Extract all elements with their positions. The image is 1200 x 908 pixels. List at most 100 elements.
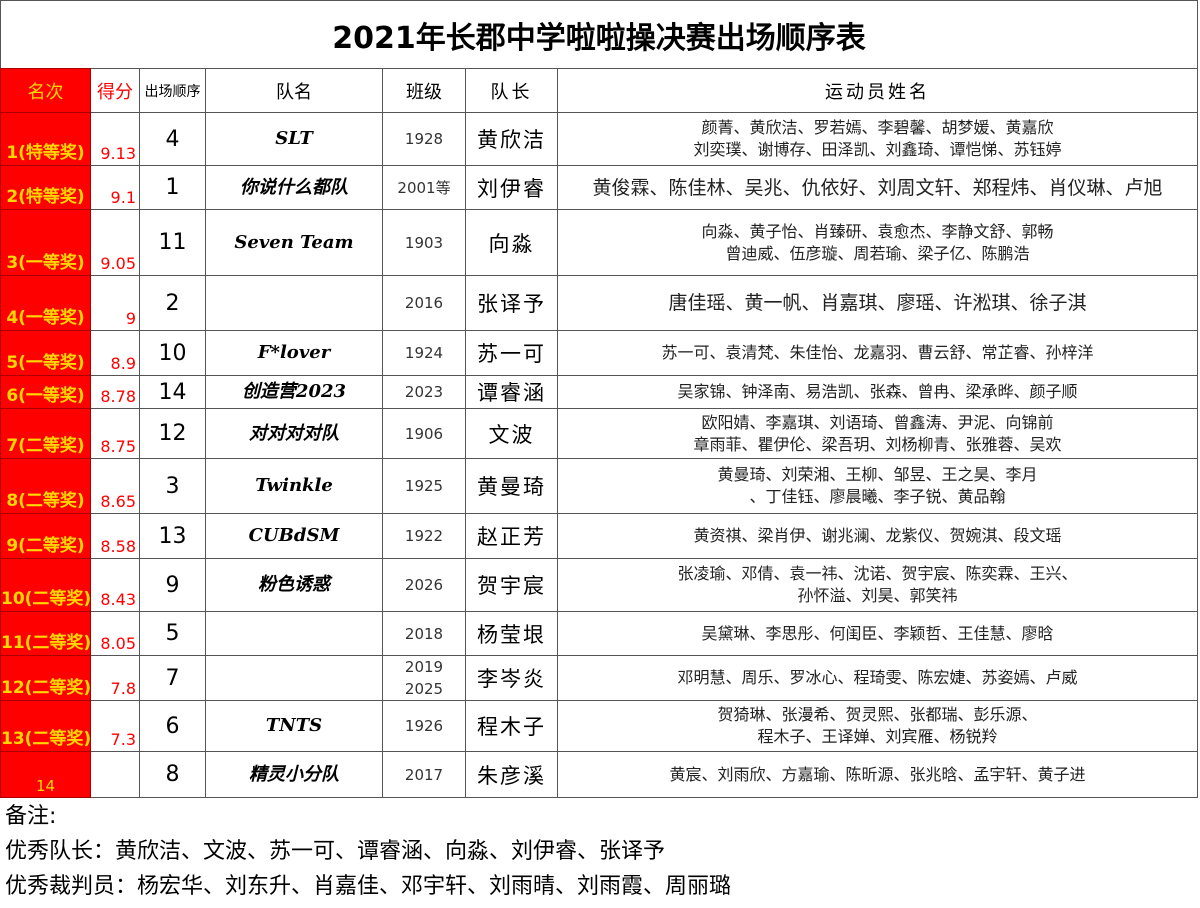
page-title: 2021年长郡中学啦啦操决赛出场顺序表 bbox=[0, 0, 1198, 68]
captain-cell: 赵正芳 bbox=[465, 513, 558, 559]
athlete-line: 欧阳婧、李嘉琪、刘语琦、曾鑫涛、尹泥、向锦前 bbox=[701, 412, 1054, 432]
table-row: 13(二等奖) 7.3 6 TNTS 1926 程木子 贺猗琳、张漫希、贺灵熙、张都瑞、彭乐… bbox=[0, 700, 1198, 752]
score-cell: 8.75 bbox=[90, 408, 140, 459]
table-row: 9(二等奖) 8.58 13 CUBdSM 1922 赵正芳 黄资祺、梁肖伊、谢兆澜、龙紫仪… bbox=[0, 513, 1198, 559]
class-cell: 2019 2025 bbox=[382, 655, 466, 701]
score-cell: 9.05 bbox=[90, 209, 140, 276]
athletes-cell: 黄宸、刘雨欣、方嘉瑜、陈昕源、张兆晗、孟宇轩、黄子进 bbox=[557, 751, 1198, 798]
athletes-cell: 贺猗琳、张漫希、贺灵熙、张都瑞、彭乐源、 程木子、王译婵、刘宾雁、杨锐羚 bbox=[557, 700, 1198, 752]
rank-cell: 9(二等奖) bbox=[0, 513, 91, 559]
team-name-cell bbox=[205, 275, 383, 331]
order-cell: 4 bbox=[139, 112, 206, 166]
athletes-cell: 吴家锦、钟泽南、易浩凯、张森、曾冉、梁承晔、颜子顺 bbox=[557, 375, 1198, 409]
athlete-line: 吴家锦、钟泽南、易浩凯、张森、曾冉、梁承晔、颜子顺 bbox=[677, 382, 1078, 401]
athletes-cell: 黄曼琦、刘荣湘、王柳、邹昱、王之昊、李月 、丁佳钰、廖晨曦、李子锐、黄品翰 bbox=[557, 458, 1198, 514]
captain-cell: 杨莹垠 bbox=[465, 611, 558, 656]
team-name-cell bbox=[205, 611, 383, 656]
athlete-line: 章雨菲、瞿伊伦、梁吾玥、刘杨柳青、张雅蓉、吴欢 bbox=[693, 434, 1062, 454]
table-row: 10(二等奖) 8.43 9 粉色诱惑 2026 贺宇宸 张凌瑜、邓倩、袁一祎、沈诺、贺宇宸… bbox=[0, 558, 1198, 612]
captain-cell: 贺宇宸 bbox=[465, 558, 558, 612]
table-row: 8(二等奖) 8.65 3 Twinkle 1925 黄曼琦 黄曼琦、刘荣湘、王柳、邹昱、王… bbox=[0, 458, 1198, 514]
class-cell: 2016 bbox=[382, 275, 466, 331]
header-athletes: 运动员姓名 bbox=[557, 68, 1198, 113]
header-captain: 队长 bbox=[465, 68, 558, 113]
athlete-line: 孙怀溢、刘昊、郭笑祎 bbox=[797, 586, 958, 605]
table-row: 11(二等奖) 8.05 5 2018 杨莹垠 吴黛琳、李思彤、何闺臣、李颖哲、王佳慧、廖… bbox=[0, 611, 1198, 656]
header-team: 队名 bbox=[205, 68, 383, 113]
athletes-cell: 邓明慧、周乐、罗冰心、程琦雯、陈宏婕、苏姿嫣、卢威 bbox=[557, 655, 1198, 701]
team-name-cell: 粉色诱惑 bbox=[205, 558, 383, 612]
score-cell: 9.13 bbox=[90, 112, 140, 166]
athlete-line: 、丁佳钰、廖晨曦、李子锐、黄品翰 bbox=[749, 487, 1006, 506]
table-row: 7(二等奖) 8.75 12 对对对对队 1906 文波 欧阳婧、李嘉琪、刘语琦、曾鑫涛、尹… bbox=[0, 408, 1198, 459]
captain-cell: 刘伊睿 bbox=[465, 165, 558, 210]
table-row: 2(特等奖) 9.1 1 你说什么都队 2001等 刘伊睿 黄俊霖、陈佳林、吴兆、仇依好、刘… bbox=[0, 165, 1198, 210]
rank-cell: 5(一等奖) bbox=[0, 330, 91, 376]
class-cell: 1906 bbox=[382, 408, 466, 459]
order-cell: 6 bbox=[139, 700, 206, 752]
team-name-cell: 对对对对队 bbox=[205, 408, 383, 459]
athlete-line: 唐佳瑶、黄一帆、肖嘉琪、廖瑶、许淞琪、徐子淇 bbox=[668, 292, 1087, 314]
team-name-cell: Seven Team bbox=[205, 209, 383, 276]
order-cell: 14 bbox=[139, 375, 206, 409]
captain-cell: 黄欣洁 bbox=[465, 112, 558, 166]
athletes-cell: 欧阳婧、李嘉琪、刘语琦、曾鑫涛、尹泥、向锦前 章雨菲、瞿伊伦、梁吾玥、刘杨柳青、张… bbox=[557, 408, 1198, 459]
rank-cell: 1(特等奖) bbox=[0, 112, 91, 166]
order-cell: 3 bbox=[139, 458, 206, 514]
order-cell: 5 bbox=[139, 611, 206, 656]
score-cell: 9 bbox=[90, 275, 140, 331]
class-cell: 1926 bbox=[382, 700, 466, 752]
athletes-cell: 苏一可、袁清梵、朱佳怡、龙嘉羽、曹云舒、常芷睿、孙梓洋 bbox=[557, 330, 1198, 376]
score-cell: 8.65 bbox=[90, 458, 140, 514]
score-cell: 7.8 bbox=[90, 655, 140, 701]
notes-label: 备注: bbox=[5, 804, 57, 829]
team-name-cell: Twinkle bbox=[205, 458, 383, 514]
athlete-line: 黄宸、刘雨欣、方嘉瑜、陈昕源、张兆晗、孟宇轩、黄子进 bbox=[669, 764, 1086, 784]
athletes-cell: 黄俊霖、陈佳林、吴兆、仇依好、刘周文轩、郑程炜、肖仪琳、卢旭 bbox=[557, 165, 1198, 210]
header-score: 得分 bbox=[90, 68, 140, 113]
athlete-line: 黄曼琦、刘荣湘、王柳、邹昱、王之昊、李月 bbox=[717, 465, 1038, 484]
athlete-line: 邓明慧、周乐、罗冰心、程琦雯、陈宏婕、苏姿嫣、卢威 bbox=[677, 668, 1078, 687]
team-name-cell: 创造营2023 bbox=[205, 375, 383, 409]
score-cell: 8.05 bbox=[90, 611, 140, 656]
notes: 备注: 优秀队长：黄欣洁、文波、苏一可、谭睿涵、向淼、刘伊睿、张译予 优秀裁判员… bbox=[5, 799, 731, 904]
rank-cell: 11(二等奖) bbox=[0, 611, 91, 656]
athlete-line: 刘奕璞、谢博存、田泽凯、刘鑫琦、谭恺悌、苏钰婷 bbox=[693, 140, 1062, 159]
table-row: 1(特等奖) 9.13 4 SLT 1928 黄欣洁 颜菁、黄欣洁、罗若嫣、李碧馨、胡梦媛、… bbox=[0, 112, 1198, 166]
captain-cell: 朱彦溪 bbox=[465, 751, 558, 798]
order-cell: 11 bbox=[139, 209, 206, 276]
class-cell: 1903 bbox=[382, 209, 466, 276]
athlete-line: 贺猗琳、张漫希、贺灵熙、张都瑞、彭乐源、 bbox=[717, 705, 1038, 724]
rank-cell: 6(一等奖) bbox=[0, 375, 91, 409]
captain-cell: 程木子 bbox=[465, 700, 558, 752]
table-row: 3(一等奖) 9.05 11 Seven Team 1903 向淼 向淼、黄子怡、肖臻研、袁… bbox=[0, 209, 1198, 276]
captain-cell: 苏一可 bbox=[465, 330, 558, 376]
rank-cell: 14 bbox=[0, 751, 91, 798]
athlete-line: 苏一可、袁清梵、朱佳怡、龙嘉羽、曹云舒、常芷睿、孙梓洋 bbox=[661, 343, 1094, 362]
table-row: 12(二等奖) 7.8 7 2019 2025 李岑炎 邓明慧、周乐、罗冰心、程琦雯、陈宏… bbox=[0, 655, 1198, 701]
team-name-cell: SLT bbox=[205, 112, 383, 166]
order-cell: 7 bbox=[139, 655, 206, 701]
score-cell: 8.78 bbox=[90, 375, 140, 409]
class-cell: 2026 bbox=[382, 558, 466, 612]
rank-cell: 8(二等奖) bbox=[0, 458, 91, 514]
header-order: 出场顺序 bbox=[139, 68, 206, 113]
athlete-line: 黄俊霖、陈佳林、吴兆、仇依好、刘周文轩、郑程炜、肖仪琳、卢旭 bbox=[592, 176, 1163, 199]
order-cell: 2 bbox=[139, 275, 206, 331]
athlete-line: 曾迪威、伍彦璇、周若瑜、梁子亿、陈鹏浩 bbox=[725, 243, 1030, 263]
athlete-line: 颜菁、黄欣洁、罗若嫣、李碧馨、胡梦媛、黄嘉欣 bbox=[701, 118, 1054, 137]
header-row: 名次 得分 出场顺序 队名 班级 队长 运动员姓名 bbox=[0, 68, 1198, 113]
order-cell: 9 bbox=[139, 558, 206, 612]
athletes-cell: 唐佳瑶、黄一帆、肖嘉琪、廖瑶、许淞琪、徐子淇 bbox=[557, 275, 1198, 331]
order-cell: 13 bbox=[139, 513, 206, 559]
score-cell bbox=[90, 751, 140, 798]
team-name-cell: 精灵小分队 bbox=[205, 751, 383, 798]
class-cell: 2018 bbox=[382, 611, 466, 656]
athlete-line: 向淼、黄子怡、肖臻研、袁愈杰、李静文舒、郭畅 bbox=[701, 221, 1054, 241]
score-cell: 8.43 bbox=[90, 558, 140, 612]
table-row: 14 8 精灵小分队 2017 朱彦溪 黄宸、刘雨欣、方嘉瑜、陈昕源、张兆晗、孟宇轩、黄子… bbox=[0, 751, 1198, 798]
athletes-cell: 黄资祺、梁肖伊、谢兆澜、龙紫仪、贺婉淇、段文瑶 bbox=[557, 513, 1198, 559]
athletes-cell: 张凌瑜、邓倩、袁一祎、沈诺、贺宇宸、陈奕霖、王兴、 孙怀溢、刘昊、郭笑祎 bbox=[557, 558, 1198, 612]
excellent-judges: 优秀裁判员：杨宏华、刘东升、肖嘉佳、邓宇轩、刘雨晴、刘雨霞、周丽璐 bbox=[5, 874, 732, 899]
rank-cell: 10(二等奖) bbox=[0, 558, 91, 612]
